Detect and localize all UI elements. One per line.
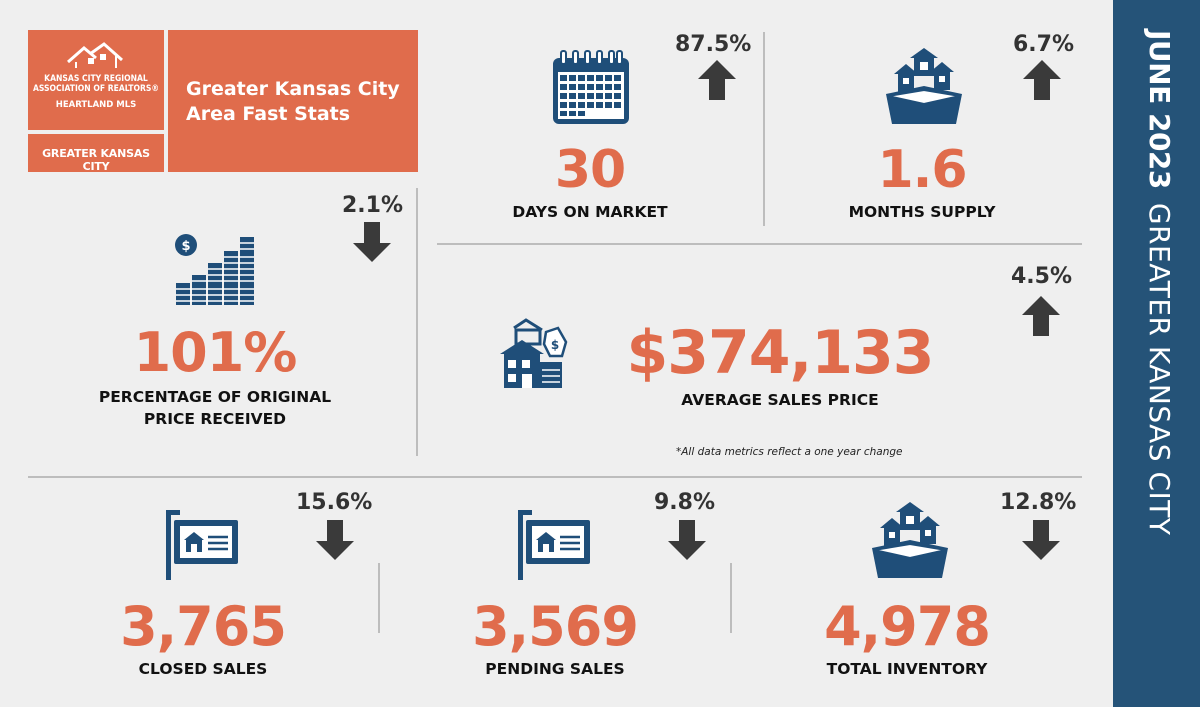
logo-line-3: HEARTLAND MLS	[55, 100, 137, 110]
divider-v-bottom-2	[730, 563, 732, 633]
sidebar: JUNE 2023 GREATER KANSAS CITY	[1113, 0, 1200, 707]
pending-sales-label: PENDING SALES	[485, 660, 625, 678]
total-inventory-value: 4,978	[824, 595, 991, 658]
pct-label-line-2: PRICE RECEIVED	[143, 410, 287, 428]
region-name: GREATER KANSAS CITY	[1143, 202, 1176, 536]
pct-label-line-1: PERCENTAGE OF ORIGINAL	[98, 388, 332, 406]
pct-original-price-label: PERCENTAGE OF ORIGINAL PRICE RECEIVED	[60, 386, 370, 430]
closed-sales-change: 15.6%	[296, 490, 373, 515]
total-inventory-change: 12.8%	[1000, 490, 1077, 515]
footnote: *All data metrics reflect a one year cha…	[676, 446, 903, 458]
total-inventory-label: TOTAL INVENTORY	[826, 660, 988, 678]
house-price-tag-icon: $	[500, 318, 568, 388]
months-supply-label: MONTHS SUPPLY	[848, 203, 996, 221]
report-date: JUNE 2023	[1143, 30, 1176, 189]
houses-box-icon	[872, 502, 948, 578]
arrow-down-icon	[353, 222, 391, 262]
svg-text:$: $	[551, 338, 559, 352]
divider-h-mid	[437, 243, 1082, 245]
days-on-market-change: 87.5%	[675, 32, 752, 57]
logo-region-text: GREATER KANSAS CITY	[42, 147, 150, 173]
divider-h-bottom	[28, 476, 1082, 478]
association-logo: KANSAS CITY REGIONAL ASSOCIATION OF REAL…	[28, 30, 164, 130]
days-on-market-value: 30	[554, 140, 626, 200]
sidebar-heading: JUNE 2023 GREATER KANSAS CITY	[1143, 30, 1176, 536]
pending-sales-change: 9.8%	[654, 490, 716, 515]
logo-line-1: KANSAS CITY REGIONAL	[44, 74, 148, 84]
title-line-1: Greater Kansas City	[186, 78, 400, 100]
days-on-market-label: DAYS ON MARKET	[512, 203, 668, 221]
arrow-up-icon	[698, 60, 736, 100]
house-roof-logo-icon	[67, 42, 123, 68]
page-title: Greater Kansas City Area Fast Stats	[186, 77, 400, 127]
svg-text:$: $	[181, 239, 190, 254]
house-sign-icon	[166, 510, 238, 580]
closed-sales-label: CLOSED SALES	[138, 660, 268, 678]
pending-sales-value: 3,569	[472, 595, 639, 658]
arrow-down-icon	[668, 520, 706, 560]
arrow-down-icon	[316, 520, 354, 560]
title-box: Greater Kansas City Area Fast Stats	[168, 30, 418, 172]
average-sales-price-change: 4.5%	[1011, 264, 1073, 289]
coin-stacks-icon: $	[175, 234, 254, 305]
divider-v-left	[416, 188, 418, 456]
average-sales-price-value: $374,133	[626, 318, 934, 388]
arrow-up-icon	[1022, 296, 1060, 336]
divider-v-bottom-1	[378, 563, 380, 633]
closed-sales-value: 3,765	[120, 595, 287, 658]
months-supply-change: 6.7%	[1013, 32, 1075, 57]
logo-region-box: GREATER KANSAS CITY	[28, 134, 164, 173]
pct-original-price-change: 2.1%	[342, 193, 404, 218]
arrow-down-icon	[1022, 520, 1060, 560]
average-sales-price-label: AVERAGE SALES PRICE	[681, 391, 879, 409]
house-sign-icon	[518, 510, 590, 580]
arrow-up-icon	[1023, 60, 1061, 100]
calendar-icon	[553, 50, 629, 124]
houses-box-icon	[886, 48, 962, 124]
title-line-2: Area Fast Stats	[186, 103, 351, 125]
logo-line-2: ASSOCIATION OF REALTORS®	[32, 84, 160, 94]
pct-original-price-value: 101%	[133, 321, 298, 384]
divider-v-top	[763, 32, 765, 226]
months-supply-value: 1.6	[877, 140, 967, 200]
